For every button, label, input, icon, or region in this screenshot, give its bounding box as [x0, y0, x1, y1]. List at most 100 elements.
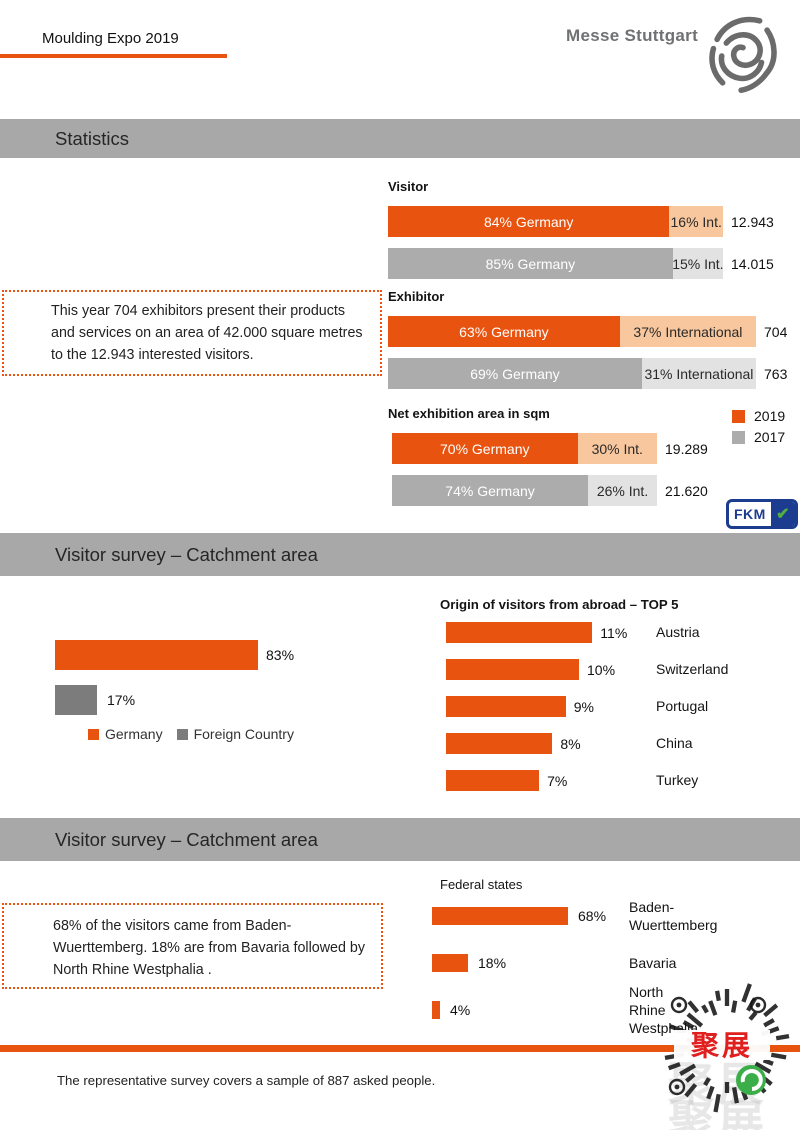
catchment-legend-foreign-label: Foreign Country — [193, 726, 294, 742]
bar-segment-label: 85% Germany — [485, 255, 576, 272]
top5-bar — [446, 733, 553, 754]
bar-segment-intl-2017: 15% Int. — [672, 248, 724, 279]
top5-country: China — [656, 735, 693, 751]
catchment-label-germany: 83% — [266, 647, 295, 663]
federal-pct: 68% — [578, 908, 607, 924]
top5-row-switzerland: 10% Switzerland — [446, 659, 728, 680]
chart-top5: Origin of visitors from abroad – TOP 5 1… — [440, 597, 800, 802]
chart-visitor: Visitor 84% Germany 16% Int. 12.943 85% … — [388, 179, 774, 290]
bar-segment-germany-2017: 74% Germany — [392, 475, 589, 506]
bar-segment-intl-2017: 31% International — [641, 358, 756, 389]
bar-segment-intl-2019: 30% Int. — [577, 433, 657, 464]
bar-segment-label: 70% Germany — [440, 440, 530, 457]
bar-segment-germany-2019: 70% Germany — [392, 433, 578, 464]
legend-swatch-foreign-icon — [176, 728, 188, 740]
bar-segment-label: 16% Int. — [670, 213, 722, 230]
title-underline — [0, 54, 227, 58]
section-title: Visitor survey – Catchment area — [55, 828, 318, 850]
bar-segment-label: 74% Germany — [445, 482, 535, 499]
federal-row-bw: 68% Baden-Wuerttemberg — [432, 899, 717, 933]
section-header-survey-2: Visitor survey – Catchment area — [0, 818, 800, 861]
top5-bar — [446, 696, 566, 717]
federal-row-bavaria: 18% Bavaria — [432, 954, 676, 972]
top5-row-china: 8% China — [446, 733, 693, 754]
chart-top5-title: Origin of visitors from abroad – TOP 5 — [440, 597, 679, 612]
fkm-badge: FKM ✔ — [726, 499, 798, 529]
fkm-label: FKM — [734, 506, 766, 522]
top5-row-turkey: 7% Turkey — [446, 770, 698, 791]
bar-segment-label: 69% Germany — [470, 365, 560, 382]
watermark-brand-glyphs: 聚展 — [690, 1030, 753, 1061]
exhibitor-bar-2019: 63% Germany 37% International 704 — [388, 316, 787, 347]
top5-country: Turkey — [656, 772, 699, 788]
top5-country: Switzerland — [656, 661, 729, 677]
note-exhibitors-text: This year 704 exhibitors present their p… — [51, 303, 363, 363]
chart-net-area: Net exhibition area in sqm 70% Germany 3… — [388, 406, 708, 517]
bar-segment-label: 37% International — [633, 323, 743, 340]
net-area-bar-2017: 74% Germany 26% Int. 21.620 — [388, 475, 708, 506]
bar-segment-label: 15% Int. — [672, 255, 724, 272]
section-header-survey-1: Visitor survey – Catchment area — [0, 533, 800, 576]
section-header-statistics: Statistics — [0, 119, 800, 158]
federal-bar — [432, 954, 468, 972]
exhibitor-total-2019: 704 — [764, 323, 788, 340]
chart-net-area-title: Net exhibition area in sqm — [388, 406, 550, 421]
legend-item-2019: 2019 — [732, 408, 785, 424]
top5-row-portugal: 9% Portugal — [446, 696, 708, 717]
bar-segment-germany-2017: 69% Germany — [388, 358, 642, 389]
bar-segment-germany-2019: 84% Germany — [388, 206, 670, 237]
catchment-label-foreign: 17% — [107, 692, 136, 708]
top5-pct: 9% — [573, 698, 594, 715]
year-legend: 2019 2017 — [732, 408, 785, 450]
top5-pct: 8% — [560, 735, 581, 752]
visitor-total-2017: 14.015 — [731, 255, 774, 272]
chart-exhibitor: Exhibitor 63% Germany 37% International … — [388, 289, 787, 400]
top5-country: Austria — [656, 624, 700, 640]
catchment-legend-foreign: Foreign Country — [176, 726, 294, 742]
catchment-legend-germany: Germany — [88, 726, 163, 742]
note-states-text: 68% of the visitors came from Baden-Wuer… — [53, 918, 366, 978]
bar-segment-label: 31% International — [644, 365, 754, 382]
federal-bar — [432, 1001, 440, 1019]
federal-row-nrw: 4% North Rhine Westphalia — [432, 984, 698, 1036]
top5-bar — [446, 622, 593, 643]
top5-bar — [446, 770, 540, 791]
event-title: Moulding Expo 2019 — [42, 30, 179, 47]
brand-name: Messe Stuttgart — [566, 26, 699, 45]
legend-swatch-2019-icon — [732, 409, 745, 423]
exhibitor-total-2017: 763 — [764, 365, 788, 382]
federal-pct: 4% — [450, 1002, 471, 1018]
catchment-bar-foreign — [55, 685, 97, 715]
top5-pct: 10% — [587, 661, 616, 678]
bar-segment-germany-2017: 85% Germany — [388, 248, 673, 279]
note-exhibitors: This year 704 exhibitors present their p… — [2, 290, 382, 376]
qr-watermark: 聚展 — [664, 983, 790, 1113]
bar-segment-label: 84% Germany — [483, 213, 574, 230]
federal-pct: 18% — [478, 955, 507, 971]
top5-pct: 11% — [600, 624, 628, 641]
chart-exhibitor-title: Exhibitor — [388, 289, 445, 304]
legend-swatch-germany-icon — [88, 728, 99, 740]
bar-segment-germany-2019: 63% Germany — [388, 316, 620, 347]
top5-country: Portugal — [656, 698, 709, 714]
section-title: Statistics — [55, 127, 130, 149]
bar-segment-intl-2017: 26% Int. — [588, 475, 657, 506]
visitor-total-2019: 12.943 — [731, 213, 774, 230]
net-area-total-2017: 21.620 — [665, 482, 708, 499]
catchment-legend-germany-label: Germany — [105, 726, 163, 742]
visitor-bar-2019: 84% Germany 16% Int. 12.943 — [388, 206, 774, 237]
net-area-total-2019: 19.289 — [665, 440, 708, 457]
bar-segment-label: 26% Int. — [596, 482, 649, 499]
net-area-bar-2019: 70% Germany 30% Int. 19.289 — [388, 433, 708, 464]
federal-state: Bavaria — [629, 955, 677, 971]
federal-state: Baden-Wuerttemberg — [629, 899, 718, 933]
top5-row-austria: 11% Austria — [446, 622, 700, 643]
catchment-legend: Germany Foreign Country — [88, 726, 294, 742]
chart-federal-states: Federal states 68% Baden-Wuerttemberg 18… — [432, 877, 800, 1037]
bar-segment-intl-2019: 16% Int. — [669, 206, 723, 237]
chart-federal-title: Federal states — [440, 877, 523, 892]
top5-pct: 7% — [547, 772, 568, 789]
chart-visitor-title: Visitor — [388, 179, 429, 194]
fkm-check-icon: ✔ — [770, 502, 795, 526]
top5-bar — [446, 659, 579, 680]
